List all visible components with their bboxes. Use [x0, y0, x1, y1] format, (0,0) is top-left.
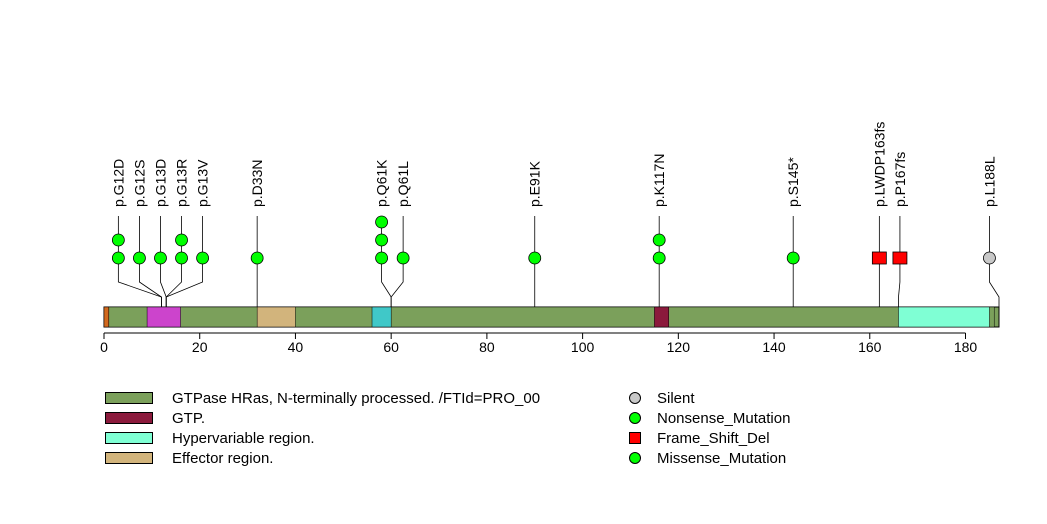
mutation-label: p.G13D: [152, 159, 168, 207]
x-tick-label: 20: [192, 339, 208, 355]
mutation-marker: [196, 251, 209, 265]
mutation-label: p.K117N: [651, 154, 667, 207]
mutation-marker: [652, 233, 666, 247]
domain-region: [146, 306, 181, 328]
mutation-marker: [528, 251, 542, 265]
mutation-label: p.G13V: [195, 159, 211, 207]
mutation-label: p.L188L: [981, 156, 997, 207]
mutation-marker: [892, 251, 908, 265]
domain-region: [256, 306, 296, 328]
mutation-labels: p.G12D p.G12S p.G13D p.G13R p.G13V p.D33N p.Q6…: [110, 122, 997, 207]
mutation-label: p.G13R: [174, 159, 190, 207]
x-tick-label: 60: [383, 339, 399, 355]
mutation-marker: [375, 251, 388, 265]
mutation-marker: [111, 251, 125, 265]
domain-region: [371, 306, 392, 328]
x-tick-label: 140: [762, 339, 786, 355]
domain-region: [108, 306, 995, 328]
domain-region: [654, 306, 670, 328]
mutation-marker: [154, 251, 167, 265]
mutation-marker: [375, 215, 388, 229]
mutation-label: p.P167fs: [892, 152, 908, 207]
x-tick-label: 40: [288, 339, 304, 355]
x-tick-label: 180: [954, 339, 978, 355]
mutation-marker: [652, 251, 666, 265]
mutation-label: p.S145*: [785, 157, 801, 207]
protein-backbone-layer: [103, 306, 1000, 328]
mutation-markers: [111, 215, 996, 265]
domain-region: [898, 306, 990, 328]
mutation-marker: [786, 251, 800, 265]
x-tick-label: 80: [479, 339, 495, 355]
mutation-label: p.G12D: [110, 159, 126, 207]
mutation-marker: [111, 233, 125, 247]
mutation-label: p.Q61L: [395, 161, 411, 207]
x-tick-label: 160: [858, 339, 882, 355]
mutation-marker: [375, 233, 388, 247]
mutation-marker: [871, 251, 887, 265]
x-tick-label: 120: [667, 339, 691, 355]
mutation-marker: [133, 251, 146, 265]
mutation-label: p.D33N: [249, 160, 265, 207]
mutation-marker: [175, 233, 188, 247]
mutation-marker: [983, 251, 996, 265]
mutation-label: p.E91K: [527, 160, 543, 207]
mutation-label: p.Q61K: [374, 159, 390, 207]
mutation-marker: [250, 251, 264, 265]
mutation-marker: [396, 251, 410, 265]
domain-region: [103, 306, 110, 328]
x-tick-label: 100: [571, 339, 595, 355]
mutation-label: p.G12S: [131, 160, 147, 207]
x-axis: 0 20 40 60 80 100 120 140 160 180: [100, 332, 978, 355]
mutation-label: p.LWDP163fs: [871, 122, 887, 207]
mutation-marker: [175, 251, 188, 265]
x-tick-label: 0: [100, 339, 108, 355]
